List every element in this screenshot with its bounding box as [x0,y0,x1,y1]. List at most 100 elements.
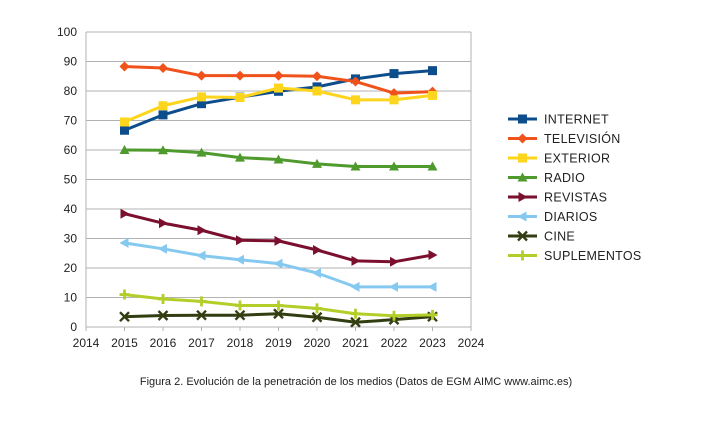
legend-item-revistas: REVISTAS [508,191,607,205]
series-group [119,61,438,328]
data-point-suplementos [427,309,438,320]
data-point-revistas [159,218,168,229]
x-tick-label: 2016 [150,336,177,350]
axes: 0 10 20 30 40 50 60 70 80 90 100 2014 2015 2016 2017 20… [57,25,485,350]
y-tick-label: 80 [64,84,78,98]
y-tick-label: 20 [64,261,78,275]
x-tick-label: 2017 [188,336,215,350]
data-point-radio [350,161,361,171]
legend-item-radio: RADIO [508,171,585,185]
data-point-revistas [390,256,399,267]
figure-caption: Figura 2. Evolución de la penetración de… [139,376,573,388]
data-point-televisi-n [119,61,130,72]
x-tick-label: 2019 [265,336,292,350]
y-tick-label: 90 [64,55,78,69]
legend-label: CINE [544,230,575,244]
series-cine [119,308,438,328]
legend-label: DIARIOS [544,210,598,224]
x-tick-label: 2020 [304,336,331,350]
legend-item-cine: CINE [508,230,575,244]
data-point-exterior [158,101,168,111]
data-point-revistas [120,208,130,219]
data-point-diarios [158,243,167,254]
legend-label: TELEVISIÓN [544,131,621,146]
data-point-diarios [273,258,283,269]
legend-marker [518,114,527,124]
legend-marker [517,172,528,182]
data-point-televisi-n [350,76,361,87]
data-point-cine [234,309,246,321]
data-point-suplementos [312,303,322,314]
legend-marker [517,230,528,242]
data-point-radio [196,147,207,157]
series-revistas [120,208,438,267]
data-point-diarios [312,268,321,279]
data-point-televisi-n [312,71,322,82]
data-point-cine [273,308,284,320]
data-point-cine [350,316,361,328]
data-point-diarios [427,281,437,292]
legend-marker [517,133,528,144]
data-point-televisi-n [158,62,168,73]
legend-item-suplementos: SUPLEMENTOS [508,249,642,263]
y-tick-label: 100 [57,25,77,39]
data-point-internet [120,125,129,135]
y-tick-label: 10 [64,291,78,305]
data-point-revistas [274,235,284,246]
data-point-revistas [428,250,438,261]
data-point-internet [389,69,399,79]
data-point-radio [312,158,322,168]
y-tick-label: 70 [64,114,78,128]
legend-label: RADIO [544,171,585,185]
y-tick-label: 60 [64,143,78,157]
data-point-exterior [274,83,283,93]
x-tick-label: 2014 [73,336,100,350]
legend-item-televisi-n: TELEVISIÓN [508,131,621,146]
data-point-diarios [350,281,360,292]
data-point-internet [428,66,437,76]
legend-label: INTERNET [544,113,609,127]
series-suplementos [119,289,438,321]
data-point-suplementos [196,296,207,307]
legend-label: REVISTAS [544,191,607,205]
data-point-internet [158,110,168,120]
data-point-cine [311,311,323,323]
y-tick-label: 0 [70,320,77,334]
legend-label: SUPLEMENTOS [544,249,642,263]
data-point-radio [273,154,284,164]
data-point-exterior [197,92,206,102]
data-point-revistas [313,245,322,256]
x-tick-label: 2023 [419,336,446,350]
y-tick-label: 30 [64,232,78,246]
series-televisi-n [119,61,438,99]
data-point-exterior [235,92,245,102]
data-point-revistas [351,255,361,266]
data-point-televisi-n [273,70,284,81]
data-point-revistas [236,235,245,246]
data-point-radio [235,152,245,162]
legend-item-internet: INTERNET [508,113,609,127]
data-point-televisi-n [235,70,245,81]
x-tick-label: 2022 [381,336,408,350]
data-point-exterior [428,90,437,100]
data-point-diarios [119,237,129,248]
data-point-televisi-n [196,70,207,81]
data-point-diarios [235,254,244,265]
legend-label: EXTERIOR [544,152,610,166]
data-point-cine [119,311,130,323]
data-point-suplementos [389,310,399,321]
x-tick-label: 2024 [458,336,485,350]
legend-marker [517,211,527,222]
legend-item-diarios: DIARIOS [508,210,598,224]
data-point-suplementos [350,308,361,319]
grid-lines [85,31,472,328]
series-line-revistas [124,212,433,264]
x-tick-label: 2021 [342,336,369,350]
series-exterior [120,83,437,127]
x-tick-label: 2015 [111,336,138,350]
data-point-cine [196,309,207,321]
data-point-exterior [120,117,129,127]
data-point-radio [389,161,399,171]
data-point-suplementos [119,289,130,300]
data-point-revistas [197,225,207,236]
